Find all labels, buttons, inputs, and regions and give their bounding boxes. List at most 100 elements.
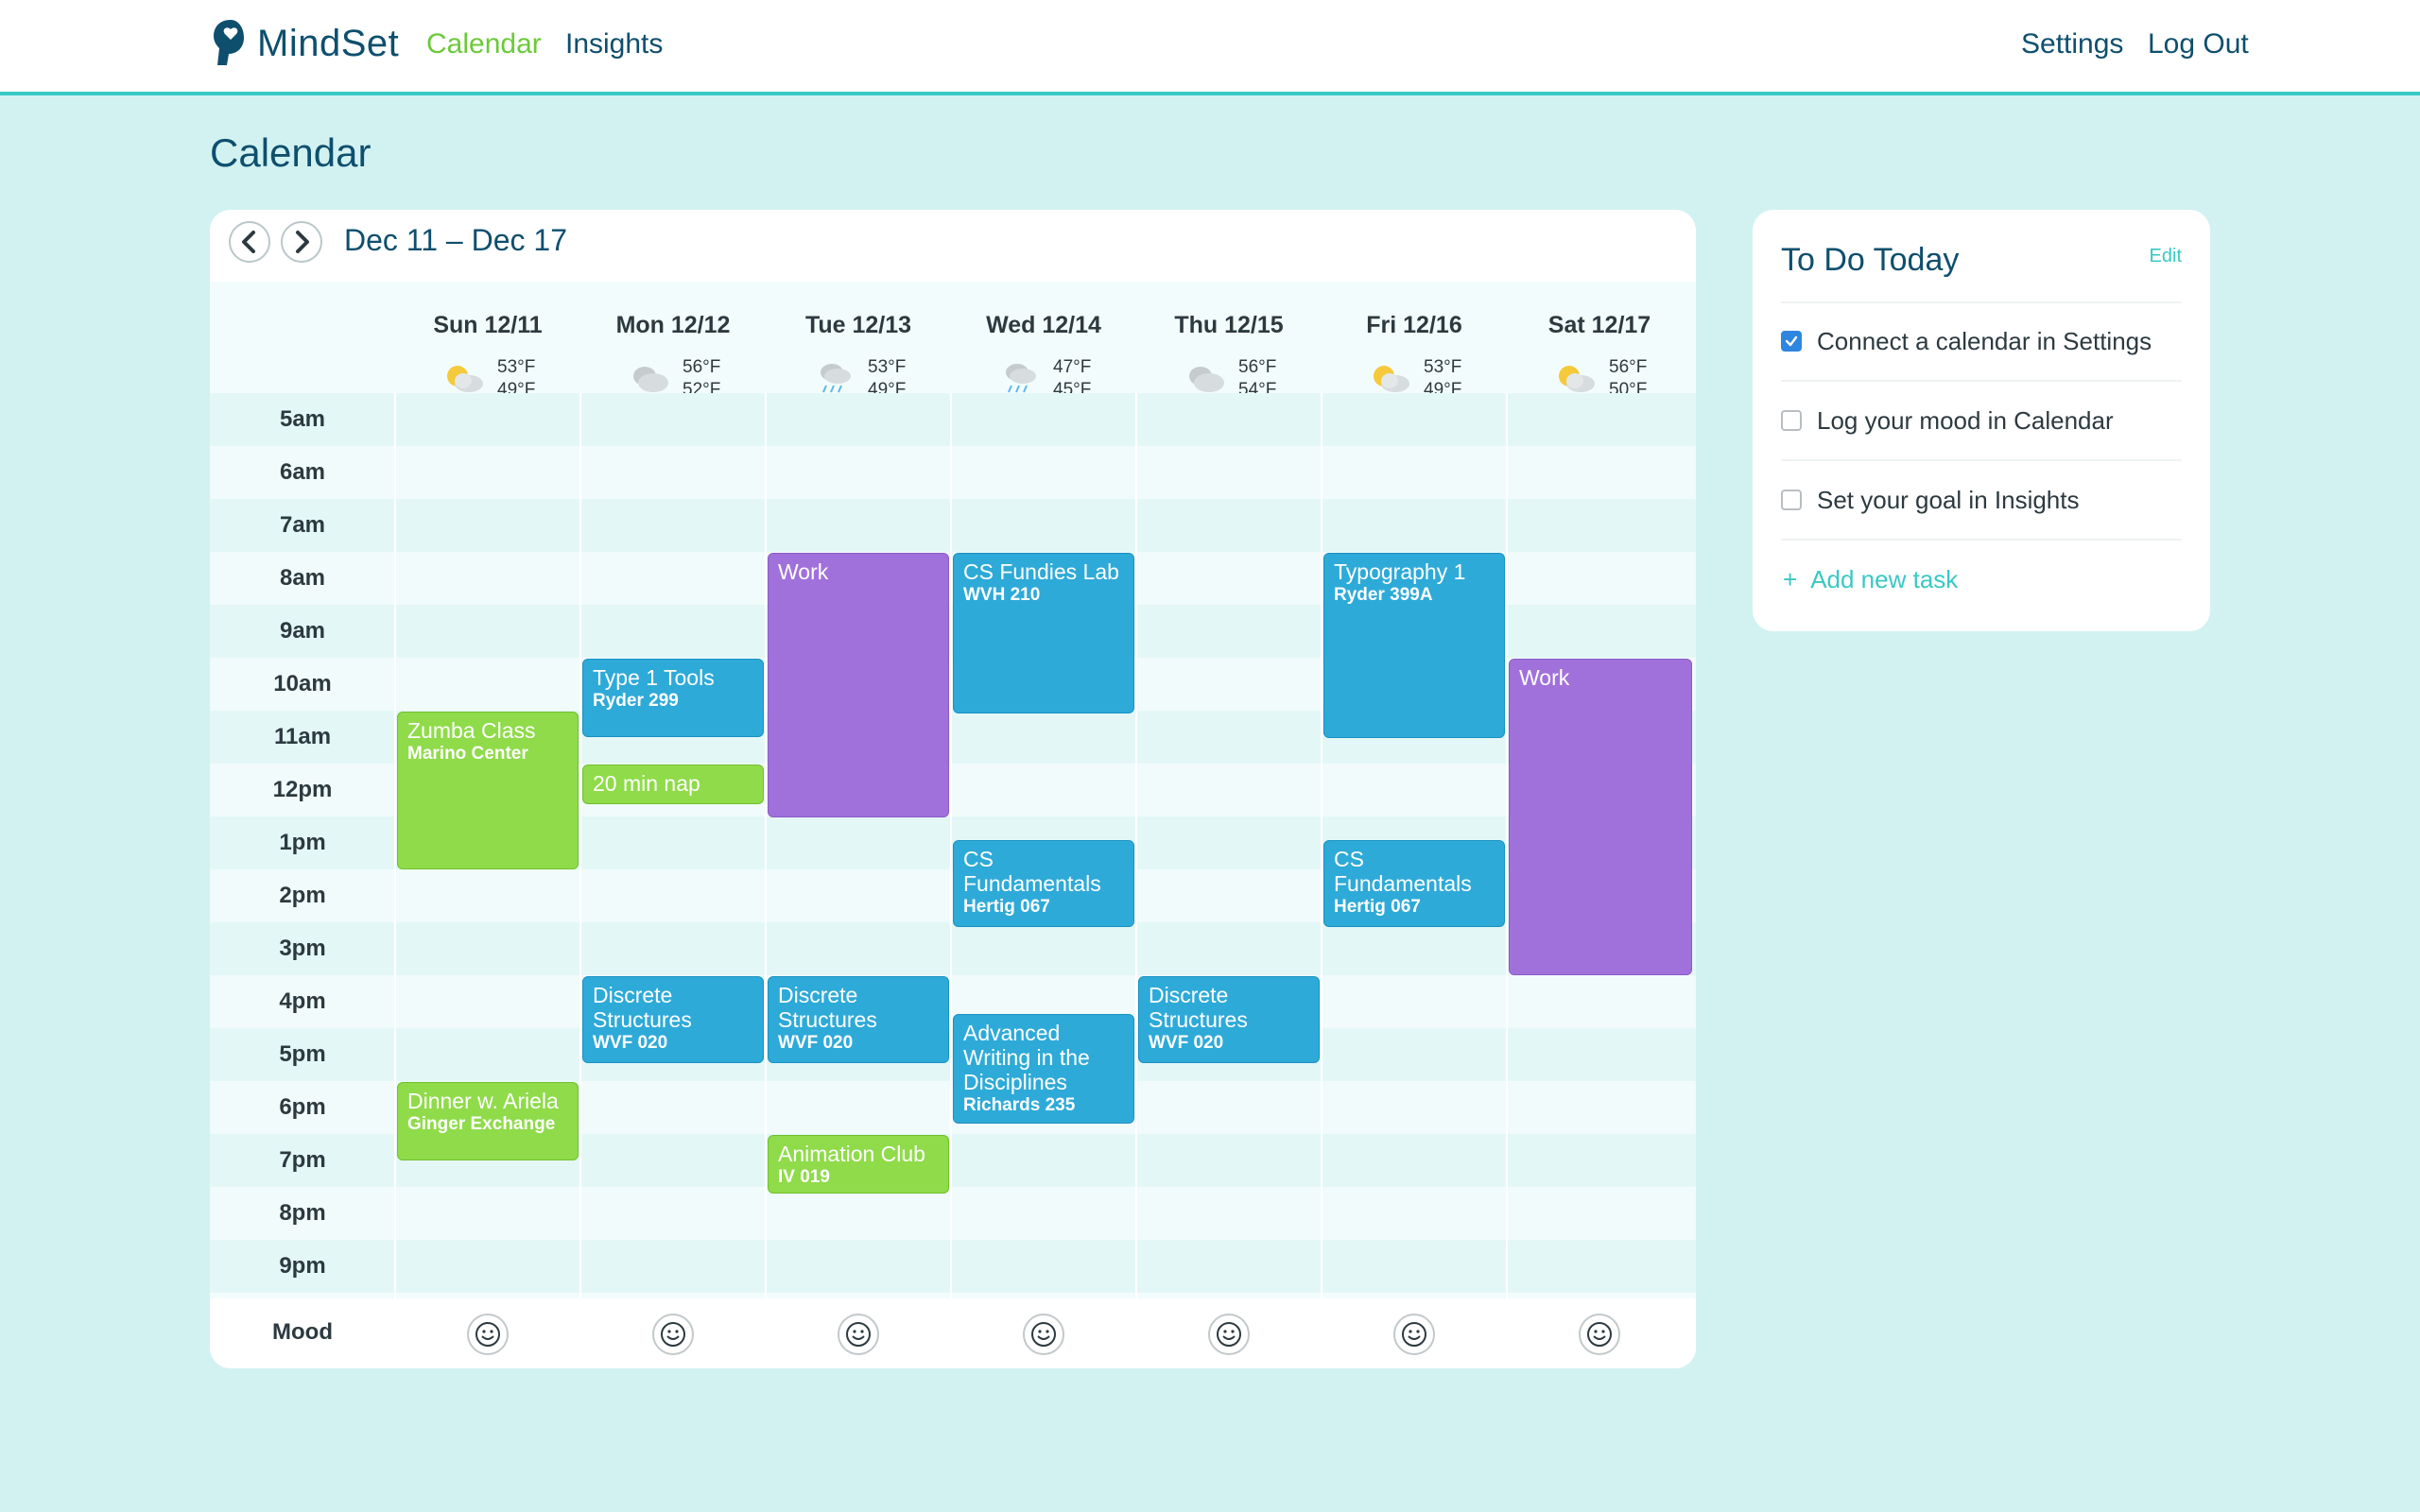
column-divider [1321, 393, 1322, 1298]
smiley-icon [846, 1322, 871, 1347]
event-block[interactable]: 20 min nap [582, 765, 764, 804]
chevron-right-icon [296, 231, 309, 253]
todo-item[interactable]: Set your goal in Insights [1781, 476, 2182, 524]
mood-button[interactable] [1208, 1314, 1250, 1355]
time-label: 3pm [279, 936, 326, 961]
day-header: Sat 12/17 56°F 50°F [1507, 282, 1692, 400]
mood-button[interactable] [838, 1314, 879, 1355]
temp-high: 56°F [1238, 357, 1277, 377]
event-block[interactable]: Animation Club IV 019 [768, 1135, 949, 1194]
temp-high: 56°F [1609, 357, 1648, 377]
todo-checkbox[interactable] [1781, 331, 1802, 352]
event-block[interactable]: Work [1509, 659, 1692, 975]
event-location: Hertig 067 [963, 897, 1050, 917]
add-task-button[interactable]: + Add new task [1783, 565, 1958, 594]
event-title: Typography 1 [1334, 559, 1466, 584]
mood-button[interactable] [1393, 1314, 1435, 1355]
time-label: 10am [273, 671, 332, 696]
event-title: CS Fundamentals [1334, 847, 1472, 896]
event-block[interactable]: Advanced Writing in the Disciplines Rich… [953, 1014, 1134, 1124]
event-block[interactable]: Discrete Structures WVF 020 [582, 976, 764, 1063]
smiley-icon [1587, 1322, 1612, 1347]
temp-high: 53°F [1424, 357, 1462, 377]
todo-item[interactable]: Log your mood in Calendar [1781, 397, 2182, 444]
rain-icon [1006, 364, 1036, 393]
nav-settings[interactable]: Settings [2021, 28, 2124, 60]
event-block[interactable]: CS Fundamentals Hertig 067 [953, 840, 1134, 927]
time-label: 4pm [279, 988, 326, 1014]
mood-button[interactable] [1023, 1314, 1064, 1355]
mood-button[interactable] [1579, 1314, 1620, 1355]
checkmark-icon [1785, 335, 1798, 347]
time-label: 1pm [279, 830, 326, 855]
event-title: Dinner w. Ariela [407, 1089, 559, 1113]
todo-checkbox[interactable] [1781, 410, 1802, 431]
todo-checkbox[interactable] [1781, 490, 1802, 510]
temp-high: 47°F [1053, 357, 1092, 377]
event-location: Ryder 399A [1334, 585, 1433, 605]
weather: 56°F 54°F [1136, 357, 1322, 400]
event-block[interactable]: Dinner w. Ariela Ginger Exchange [397, 1082, 579, 1160]
next-week-button[interactable] [281, 221, 322, 263]
todo-item[interactable]: Connect a calendar in Settings [1781, 318, 2182, 365]
todo-card: To Do Today Edit Connect a calendar in S… [1753, 210, 2210, 631]
prev-week-button[interactable] [229, 221, 270, 263]
page-title: Calendar [210, 130, 372, 175]
event-title: Advanced Writing in the Disciplines [963, 1021, 1090, 1094]
smiley-icon [1217, 1322, 1241, 1347]
event-location: Ryder 299 [593, 691, 679, 711]
smiley-icon [1031, 1322, 1056, 1347]
event-block[interactable]: CS Fundies Lab WVH 210 [953, 553, 1134, 713]
event-location: WVF 020 [778, 1033, 854, 1053]
event-block[interactable]: Discrete Structures WVF 020 [1138, 976, 1320, 1063]
time-label: 6pm [279, 1094, 326, 1120]
time-label: 6am [279, 459, 326, 485]
day-label: Fri 12/16 [1366, 312, 1462, 338]
temp-high: 56°F [683, 357, 721, 377]
plus-icon: + [1783, 565, 1798, 593]
event-location: IV 019 [778, 1167, 830, 1187]
column-divider [950, 393, 952, 1298]
nav-calendar[interactable]: Calendar [426, 28, 542, 60]
partly-sunny-icon [1559, 366, 1595, 392]
time-row: 6am [210, 446, 1696, 499]
event-block[interactable]: Work [768, 553, 949, 817]
day-label: Sun 12/11 [433, 312, 543, 338]
column-divider [765, 393, 767, 1298]
day-header: Wed 12/14 47°F 45°F [951, 282, 1136, 400]
time-row: 9pm [210, 1240, 1696, 1293]
event-block[interactable]: CS Fundamentals Hertig 067 [1323, 840, 1505, 927]
add-task-label: Add new task [1810, 565, 1959, 593]
event-title: Animation Club [778, 1142, 925, 1166]
event-block[interactable]: Typography 1 Ryder 399A [1323, 553, 1505, 738]
top-nav: MindSet Calendar Insights Settings Log O… [0, 0, 2420, 95]
event-location: WVF 020 [1149, 1033, 1224, 1053]
column-divider [394, 393, 396, 1298]
rain-icon [821, 364, 851, 393]
todo-edit-link[interactable]: Edit [2149, 246, 2182, 266]
event-title: Work [778, 559, 829, 584]
event-location: Hertig 067 [1334, 897, 1421, 917]
mood-button[interactable] [652, 1314, 694, 1355]
divider [1781, 380, 2182, 382]
nav-insights[interactable]: Insights [565, 28, 664, 60]
time-label: 8am [279, 565, 326, 591]
time-label: 2pm [279, 883, 326, 908]
event-block[interactable]: Discrete Structures WVF 020 [768, 976, 949, 1063]
event-title: 20 min nap [593, 771, 700, 796]
column-divider [579, 393, 581, 1298]
logo[interactable]: MindSet [212, 13, 399, 74]
event-title: Discrete Structures [593, 983, 692, 1032]
event-location: WVF 020 [593, 1033, 668, 1053]
event-block[interactable]: Zumba Class Marino Center [397, 712, 579, 869]
event-block[interactable]: Type 1 Tools Ryder 299 [582, 659, 764, 737]
time-row: 8pm [210, 1187, 1696, 1240]
day-header: Tue 12/13 53°F 49°F [766, 282, 951, 400]
day-label: Tue 12/13 [804, 312, 912, 338]
time-row: 7am [210, 499, 1696, 552]
nav-logout[interactable]: Log Out [2148, 28, 2249, 60]
mood-button[interactable] [467, 1314, 509, 1355]
smiley-icon [1402, 1322, 1426, 1347]
todo-text: Connect a calendar in Settings [1817, 326, 2152, 355]
divider [1781, 459, 2182, 461]
